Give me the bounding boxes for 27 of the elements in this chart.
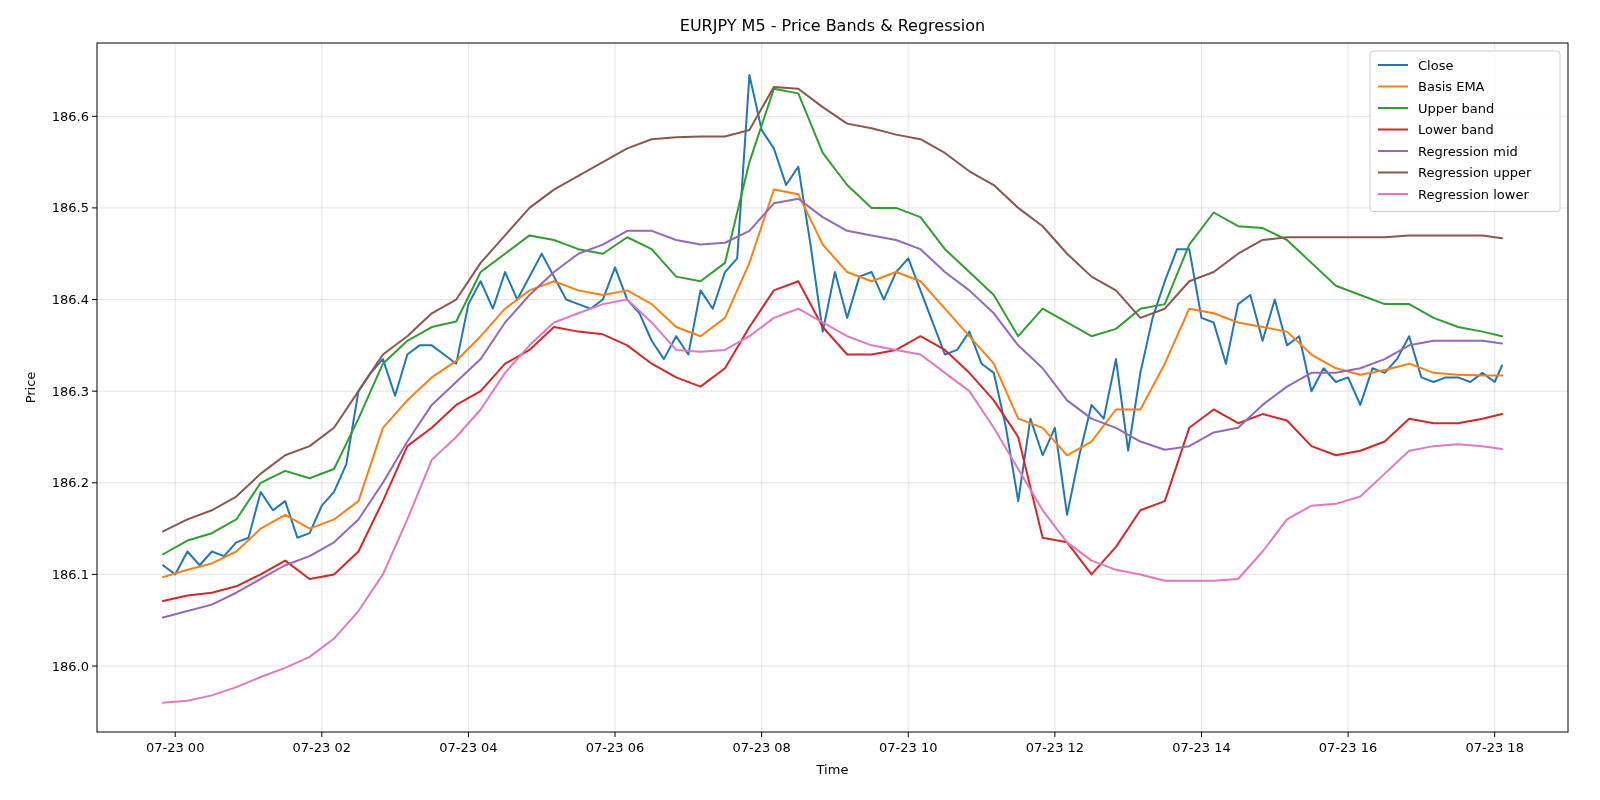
- y-axis-title: Price: [23, 371, 38, 404]
- x-axis-title: Time: [815, 762, 849, 777]
- chart-title: EURJPY M5 - Price Bands & Regression: [679, 16, 986, 35]
- legend-label: Basis EMA: [1418, 79, 1485, 95]
- y-tick-label: 186.3: [51, 383, 89, 399]
- legend-label: Regression lower: [1418, 186, 1530, 202]
- x-tick-label: 07-23 04: [439, 740, 498, 755]
- x-tick-label: 07-23 14: [1172, 740, 1231, 755]
- y-tick-label: 186.6: [51, 108, 89, 124]
- x-tick-label: 07-23 10: [879, 740, 938, 755]
- x-tick-label: 07-23 12: [1025, 740, 1085, 755]
- x-tick-label: 07-23 18: [1465, 740, 1524, 755]
- legend-label: Upper band: [1418, 100, 1495, 116]
- x-tick-label: 07-23 00: [145, 740, 205, 755]
- y-tick-label: 186.5: [51, 200, 89, 216]
- legend-label: Regression mid: [1418, 143, 1518, 159]
- y-tick-label: 186.4: [51, 292, 89, 308]
- legend-label: Lower band: [1418, 122, 1494, 138]
- legend-label: Close: [1418, 57, 1454, 73]
- legend-label: Regression upper: [1418, 165, 1532, 181]
- y-tick-label: 186.1: [51, 566, 89, 582]
- x-tick-label: 07-23 08: [732, 740, 791, 755]
- x-tick-label: 07-23 06: [585, 740, 645, 755]
- x-tick-label: 07-23 02: [292, 740, 352, 755]
- y-tick-label: 186.2: [51, 475, 89, 491]
- x-tick-label: 07-23 16: [1318, 740, 1378, 755]
- y-tick-label: 186.0: [51, 658, 89, 674]
